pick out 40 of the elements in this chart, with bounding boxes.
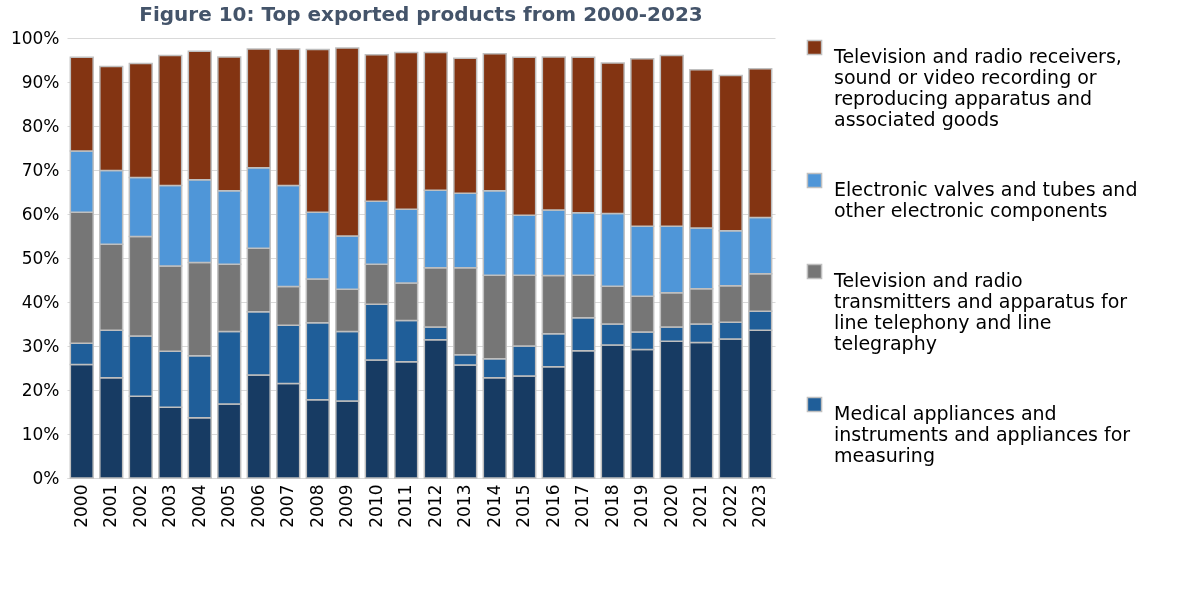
y-tick-label: 70% [21, 159, 60, 180]
x-tick-label: 2019 [631, 484, 652, 528]
x-tick-label: 2013 [454, 484, 475, 528]
legend-label: Television and radio transmitters and apparatus for line telephony and line telegraphy [833, 268, 1128, 354]
x-tick-label: 2018 [601, 484, 622, 528]
chart-title: Figure 10: Top exported products from 2000-2023 [139, 2, 703, 26]
x-tick-label: 2005 [218, 484, 239, 528]
x-tick-label: 2007 [277, 484, 298, 528]
y-tick-label: 10% [21, 423, 60, 444]
x-tick-label: 2012 [424, 484, 445, 528]
y-tick-label: 40% [21, 291, 60, 312]
x-tick-label: 2017 [572, 484, 593, 528]
y-tick-label: 50% [21, 247, 60, 268]
x-tick-label: 2003 [159, 484, 180, 528]
x-tick-label: 2010 [365, 484, 386, 528]
x-tick-label: 2004 [188, 484, 209, 528]
x-tick-label: 2015 [513, 484, 534, 528]
x-tick-label: 2009 [336, 484, 357, 528]
legend-label: Television and radio receivers, sound or video recording or reproducing apparatus and associated goods [833, 44, 1122, 130]
legend-label: Medical appliances and instruments and appliances for measuring [834, 401, 1131, 466]
x-tick-label: 2023 [749, 484, 770, 528]
x-tick-label: 2020 [660, 484, 681, 528]
y-tick-label: 80% [21, 115, 60, 136]
x-tick-label: 2011 [395, 484, 416, 528]
y-tick-label: 0% [32, 467, 60, 488]
x-tick-label: 2000 [70, 484, 91, 528]
y-tick-label: 90% [21, 71, 60, 92]
x-tick-label: 2022 [719, 484, 740, 528]
x-tick-label: 2001 [100, 484, 121, 528]
y-tick-label: 60% [21, 203, 60, 224]
legend-label: Electronic valves and tubes and other electronic components [834, 177, 1138, 221]
x-tick-label: 2006 [247, 484, 268, 528]
x-tick-label: 2008 [306, 484, 327, 528]
x-tick-label: 2016 [542, 484, 563, 528]
y-tick-label: 100% [10, 27, 60, 48]
y-tick-label: 30% [21, 335, 60, 356]
x-tick-label: 2002 [129, 484, 150, 528]
y-tick-label: 20% [21, 379, 60, 400]
x-tick-label: 2014 [483, 484, 504, 528]
x-tick-label: 2021 [690, 484, 711, 528]
